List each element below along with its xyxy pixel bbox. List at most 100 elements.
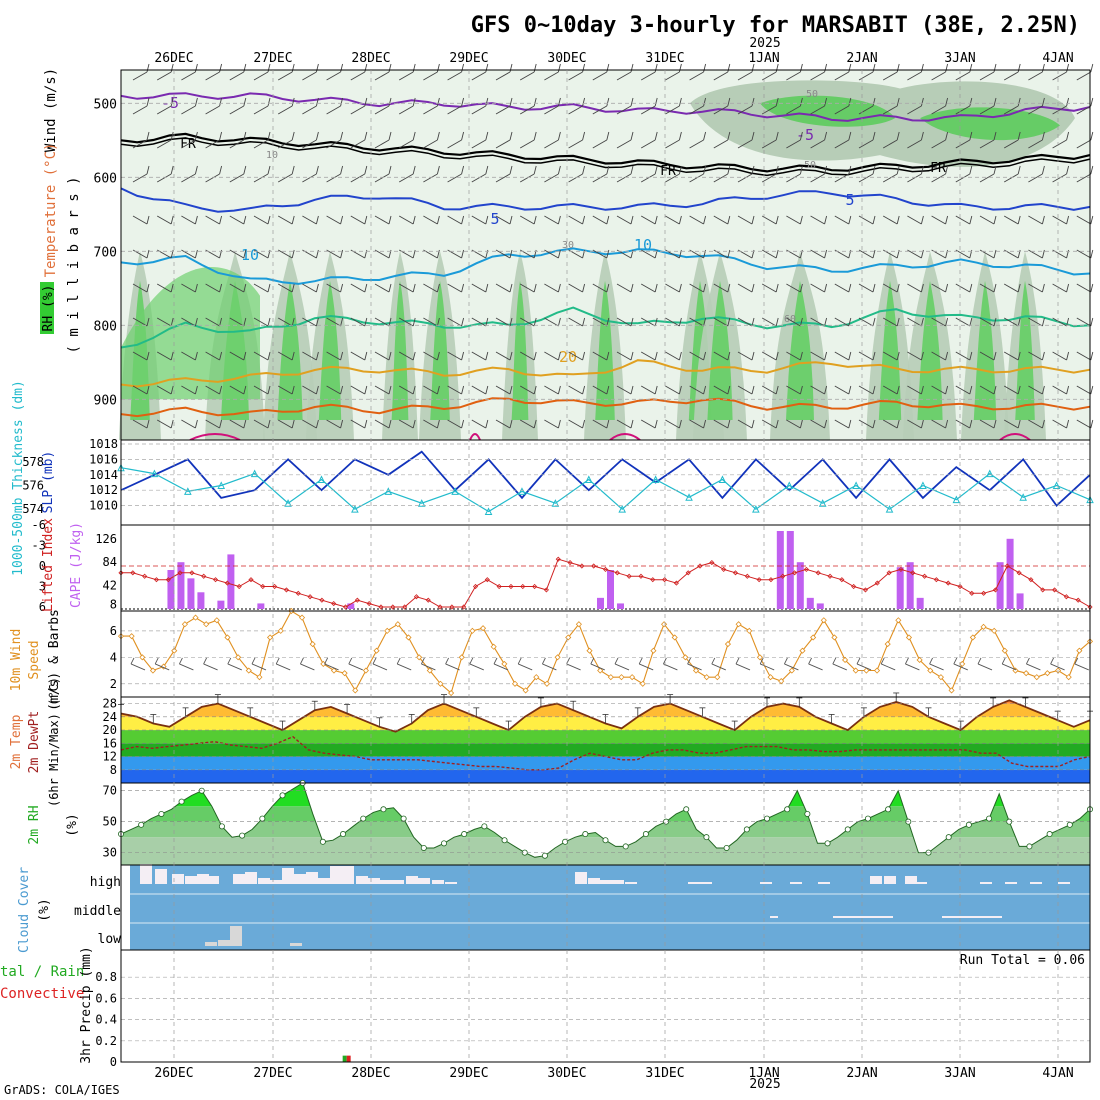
wind-barb — [882, 63, 900, 81]
wind-barb-feather — [485, 317, 489, 327]
wind-barb — [907, 131, 924, 149]
rh2m-point — [239, 832, 246, 839]
wind-barb — [1052, 63, 1070, 81]
slp-tick-label: 1010 — [89, 499, 118, 513]
wind-barb-staff — [1052, 139, 1067, 149]
wind-barb-staff — [955, 139, 971, 149]
wind-barb — [374, 351, 392, 361]
wind-speed-point — [149, 667, 157, 674]
high-cloud-block — [1030, 882, 1042, 884]
date-label-bottom: 27DEC — [253, 1066, 292, 1081]
wind-barb-staff — [544, 351, 559, 361]
wind-barb-feather — [533, 385, 537, 395]
wind-barb — [979, 165, 997, 183]
label-thickness: 1000-500mb Thickness (dm) — [11, 380, 26, 576]
wind-barb — [786, 283, 803, 293]
wind-barb — [374, 419, 392, 429]
lifted-index-point — [378, 604, 384, 610]
wind-barb-staff — [350, 71, 366, 81]
wind-barb — [810, 215, 828, 225]
li-tick-label: -6 — [32, 518, 46, 532]
wind-barb-feather — [436, 97, 440, 107]
wind-barb-feather — [1090, 215, 1094, 225]
wind-barb-feather — [340, 351, 344, 361]
wind-barb-staff — [737, 173, 753, 183]
wind-barb — [616, 385, 634, 395]
wind-barb — [544, 63, 561, 81]
surface-barb-staff — [784, 663, 799, 671]
wind-barb — [447, 249, 465, 259]
wind-barb-feather — [533, 283, 537, 293]
wind-barb — [423, 283, 440, 293]
rh2m-point — [804, 810, 811, 817]
surface-barb-staff — [421, 663, 436, 671]
wind-barb-staff — [858, 419, 874, 429]
rh-plume-inner — [430, 280, 450, 420]
wind-barb-feather — [848, 131, 852, 141]
wind-barb-feather — [364, 283, 368, 293]
wind-barb-staff — [229, 419, 245, 429]
lifted-index-point — [272, 583, 278, 590]
chart-title: GFS 0~10day 3-hourly for MARSABIT (38E, … — [471, 13, 1080, 38]
wind-speed-line — [121, 610, 1091, 694]
wind-barb-feather — [678, 283, 682, 293]
wind-barb-feather — [896, 385, 900, 395]
wind-barb-staff — [1076, 317, 1092, 327]
wind-barb-feather — [1017, 419, 1021, 429]
surface-barb-staff — [1002, 663, 1017, 671]
wind-tick-label: 4 — [110, 650, 117, 664]
label-rh-b: (%) — [65, 813, 80, 836]
wind-barb — [592, 317, 610, 327]
wind-barb-feather — [340, 283, 344, 293]
wind-barb-staff — [132, 351, 148, 361]
wind-barb-feather — [799, 63, 803, 73]
wind-barb — [544, 385, 561, 395]
contour-10 — [120, 247, 1091, 285]
wind-barb-feather — [654, 283, 658, 293]
wind-speed-point — [692, 667, 700, 674]
lifted-index-point — [945, 580, 951, 586]
wind-barb-feather — [533, 215, 537, 225]
wind-barb-staff — [495, 139, 511, 149]
wind-barb — [544, 249, 561, 259]
wind-barb-staff — [302, 419, 317, 429]
lifted-index-point — [165, 577, 171, 583]
wind-barb-feather — [606, 385, 610, 395]
lifted-index-point — [1016, 570, 1022, 576]
wind-barb — [326, 131, 344, 149]
wind-barb — [350, 97, 368, 115]
contour-label: 30 — [562, 240, 574, 251]
wind-barb-staff — [737, 105, 753, 115]
wind-barb-staff — [181, 215, 196, 225]
wind-barb-staff — [302, 71, 317, 81]
wind-barb-staff — [519, 317, 535, 327]
surface-barb-staff — [735, 663, 751, 671]
wind-barb-feather — [364, 131, 368, 141]
lifted-index-point — [331, 601, 337, 607]
surface-barb-feather — [324, 657, 329, 665]
rh-plume-inner — [391, 280, 409, 420]
high-cloud-block — [418, 878, 430, 884]
wind-barb-staff — [1003, 215, 1019, 225]
wind-barb-staff — [931, 283, 946, 293]
wind-barb-staff — [1076, 71, 1092, 81]
rh-plume-inner — [973, 280, 997, 420]
contour-FR-double — [120, 137, 1091, 177]
wind-barb-feather — [606, 165, 610, 175]
wind-barb-feather — [1017, 165, 1021, 175]
label-temp-b: 2m DewPt — [27, 711, 42, 774]
wind-barb-staff — [1076, 173, 1092, 183]
contour-label: FR — [660, 164, 676, 179]
wind-barb-staff — [205, 105, 220, 115]
wind-barb-staff — [495, 173, 511, 183]
wind-barb-feather — [146, 419, 150, 429]
wind-barb-staff — [253, 215, 269, 225]
wind-barb-feather — [896, 283, 900, 293]
wind-barb-feather — [703, 131, 707, 141]
wind-barb — [931, 165, 949, 183]
wind-barb — [592, 63, 610, 81]
cape-bar — [187, 578, 195, 609]
wind-barb — [423, 215, 440, 225]
wind-barb-feather — [775, 283, 779, 293]
wind-barb-feather — [1017, 97, 1021, 107]
